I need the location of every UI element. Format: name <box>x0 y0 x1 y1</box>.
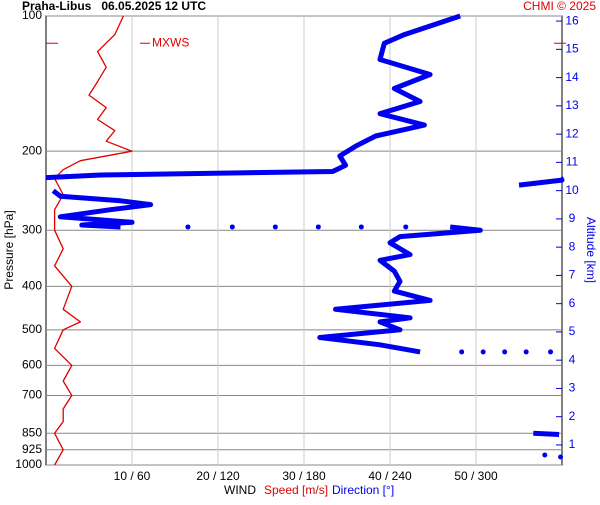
direction-line <box>45 13 461 181</box>
y2-tick-label: 16 <box>565 13 579 27</box>
y2-tick-label: 12 <box>565 126 579 140</box>
y-tick-label: 925 <box>22 442 42 456</box>
y2-tick-label: 1 <box>569 437 576 451</box>
y-tick-label: 1000 <box>15 457 42 471</box>
direction-line <box>51 188 154 230</box>
speed-line <box>53 15 133 466</box>
y2-tick-label: 7 <box>569 268 576 282</box>
x-tick-label: 50 / 300 <box>454 469 498 483</box>
y2-tick-label: 2 <box>569 409 576 423</box>
y-tick-label: 500 <box>22 322 42 336</box>
x-axis-label: WIND <box>224 483 256 497</box>
y2-tick-label: 13 <box>565 98 579 112</box>
y2-axis-label: Altitude [km] <box>584 217 598 283</box>
legend-entry: Direction [°] <box>332 483 394 497</box>
direction-point <box>459 349 465 355</box>
direction-point <box>403 224 409 230</box>
y2-tick-label: 4 <box>569 352 576 366</box>
y2-tick-label: 10 <box>565 183 579 197</box>
y2-tick-label: 3 <box>569 381 576 395</box>
y2-tick-label: 5 <box>569 324 576 338</box>
direction-point <box>315 224 321 230</box>
y-tick-label: 300 <box>22 222 42 236</box>
y-tick-label: 850 <box>22 425 42 439</box>
direction-point <box>542 452 548 458</box>
y-tick-label: 400 <box>22 278 42 292</box>
x-tick-label: 40 / 240 <box>368 469 412 483</box>
direction-point <box>523 349 529 355</box>
annotation: MXWS <box>152 35 189 49</box>
direction-point <box>229 224 235 230</box>
direction-point <box>548 349 554 355</box>
direction-point <box>185 224 191 230</box>
y2-tick-label: 15 <box>565 42 579 56</box>
y2-tick-label: 6 <box>569 296 576 310</box>
y2-tick-label: 9 <box>569 211 576 225</box>
direction-point <box>480 349 486 355</box>
x-tick-label: 10 / 60 <box>114 469 151 483</box>
legend-entry: Speed [m/s] <box>264 483 328 497</box>
y-axis-label: Pressure [hPa] <box>2 210 16 289</box>
direction-point <box>558 454 564 460</box>
x-tick-label: 30 / 180 <box>282 469 326 483</box>
y2-tick-label: 14 <box>565 70 579 84</box>
direction-line <box>533 430 560 437</box>
direction-line <box>317 224 483 355</box>
y-tick-label: 200 <box>22 143 42 157</box>
y-tick-label: 100 <box>22 8 42 22</box>
credit: CHMI © 2025 <box>523 0 596 13</box>
y-tick-label: 600 <box>22 358 42 372</box>
y2-tick-label: 8 <box>569 239 576 253</box>
direction-point <box>272 224 278 230</box>
direction-point <box>358 224 364 230</box>
y2-tick-label: 11 <box>566 155 579 169</box>
y-tick-label: 700 <box>22 388 42 402</box>
direction-point <box>502 349 508 355</box>
chart-title: Praha-Libus 06.05.2025 12 UTC <box>22 0 206 13</box>
direction-line <box>518 176 565 188</box>
x-tick-label: 20 / 120 <box>196 469 240 483</box>
